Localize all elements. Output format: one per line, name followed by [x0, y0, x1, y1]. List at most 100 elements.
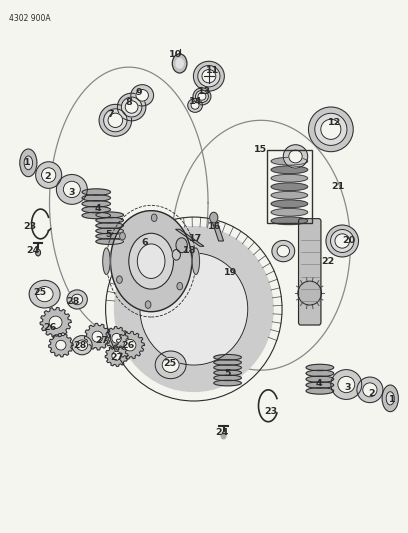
Ellipse shape	[193, 61, 224, 91]
Ellipse shape	[338, 376, 355, 393]
Ellipse shape	[63, 181, 80, 198]
Ellipse shape	[271, 217, 308, 224]
Polygon shape	[49, 334, 73, 357]
Circle shape	[177, 282, 183, 290]
Ellipse shape	[271, 157, 308, 165]
Text: 28: 28	[67, 296, 80, 305]
Ellipse shape	[29, 280, 60, 308]
Ellipse shape	[321, 119, 341, 140]
Ellipse shape	[56, 174, 87, 204]
Ellipse shape	[202, 69, 216, 83]
Text: 7: 7	[107, 110, 114, 119]
Ellipse shape	[20, 149, 37, 176]
Circle shape	[120, 232, 125, 240]
Text: 25: 25	[163, 359, 176, 368]
Ellipse shape	[214, 360, 242, 365]
Circle shape	[117, 276, 122, 284]
Text: 26: 26	[121, 341, 134, 350]
Text: 12: 12	[328, 118, 341, 127]
Text: 24: 24	[216, 428, 229, 437]
Text: 8: 8	[125, 98, 132, 107]
Ellipse shape	[131, 85, 153, 106]
Ellipse shape	[136, 90, 149, 101]
Ellipse shape	[71, 294, 83, 305]
Ellipse shape	[315, 114, 347, 146]
Ellipse shape	[277, 245, 290, 257]
Text: 20: 20	[342, 237, 355, 246]
Ellipse shape	[56, 340, 66, 350]
Text: 27: 27	[95, 336, 108, 345]
Text: 27: 27	[110, 353, 123, 362]
Circle shape	[151, 214, 157, 222]
Ellipse shape	[214, 375, 242, 381]
Text: 2: 2	[368, 389, 375, 398]
Text: 23: 23	[264, 407, 278, 416]
Ellipse shape	[82, 189, 111, 195]
FancyBboxPatch shape	[299, 219, 321, 325]
Polygon shape	[175, 229, 204, 246]
Ellipse shape	[271, 200, 308, 207]
Text: 3: 3	[344, 383, 350, 392]
Text: 25: 25	[33, 287, 46, 296]
Text: 23: 23	[23, 222, 37, 231]
Ellipse shape	[271, 208, 308, 216]
Ellipse shape	[214, 370, 242, 376]
Ellipse shape	[155, 351, 186, 378]
Ellipse shape	[82, 200, 111, 207]
Ellipse shape	[104, 109, 127, 132]
Ellipse shape	[36, 287, 53, 302]
Ellipse shape	[188, 99, 202, 112]
Ellipse shape	[96, 212, 124, 218]
Circle shape	[221, 432, 226, 439]
Ellipse shape	[198, 93, 206, 100]
Ellipse shape	[298, 281, 322, 305]
Text: 3: 3	[69, 188, 75, 197]
Text: 10: 10	[169, 51, 182, 59]
Ellipse shape	[198, 66, 220, 87]
Ellipse shape	[271, 174, 308, 182]
Ellipse shape	[72, 336, 92, 355]
Text: 1: 1	[24, 158, 31, 167]
Circle shape	[172, 249, 180, 260]
Ellipse shape	[306, 387, 334, 394]
Text: 13: 13	[197, 86, 211, 95]
Ellipse shape	[42, 168, 56, 182]
Ellipse shape	[214, 365, 242, 370]
Text: 15: 15	[254, 145, 268, 154]
Text: 14: 14	[189, 97, 202, 106]
Ellipse shape	[99, 104, 132, 136]
Ellipse shape	[49, 316, 62, 328]
Ellipse shape	[92, 331, 103, 342]
Ellipse shape	[335, 234, 350, 248]
Text: 18: 18	[183, 246, 197, 255]
Ellipse shape	[96, 239, 124, 245]
Circle shape	[176, 59, 183, 68]
Ellipse shape	[306, 382, 334, 388]
Ellipse shape	[382, 385, 398, 411]
Ellipse shape	[82, 195, 111, 201]
Ellipse shape	[308, 107, 353, 152]
Ellipse shape	[24, 156, 33, 169]
Text: 9: 9	[135, 87, 142, 96]
Ellipse shape	[283, 145, 308, 168]
Text: 2: 2	[44, 172, 51, 181]
Ellipse shape	[96, 233, 124, 239]
Text: 17: 17	[189, 235, 202, 244]
Polygon shape	[40, 308, 71, 337]
Polygon shape	[84, 324, 111, 350]
Circle shape	[172, 54, 187, 73]
Polygon shape	[105, 327, 128, 350]
Ellipse shape	[108, 113, 123, 127]
Text: 5: 5	[224, 369, 231, 378]
Ellipse shape	[103, 248, 110, 274]
Ellipse shape	[289, 150, 302, 163]
Circle shape	[180, 239, 186, 246]
Text: 16: 16	[208, 222, 221, 231]
Text: 28: 28	[73, 341, 86, 350]
Ellipse shape	[121, 97, 142, 117]
Ellipse shape	[125, 101, 138, 113]
Polygon shape	[116, 332, 144, 359]
Text: 4: 4	[95, 204, 102, 213]
Ellipse shape	[214, 380, 242, 386]
Ellipse shape	[96, 217, 124, 223]
